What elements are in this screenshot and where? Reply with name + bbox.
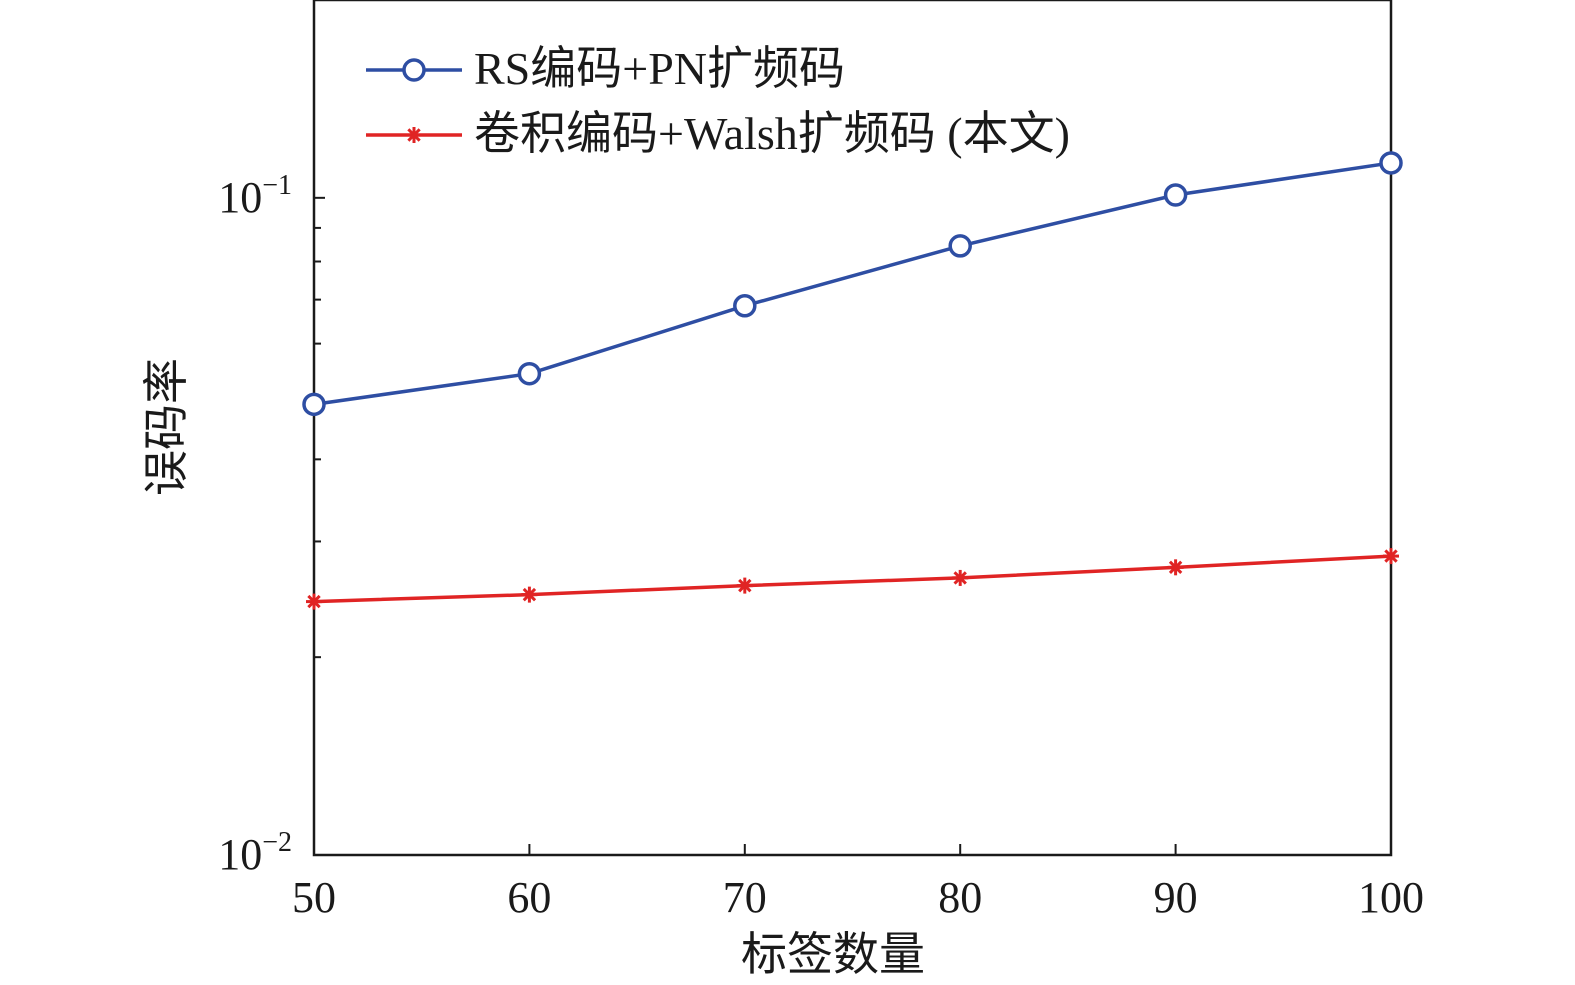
x-tick-label: 80 [938,873,982,922]
legend-label-rs-pn: RS编码+PN扩频码 [474,43,845,94]
y-tick-label: 10−2 [218,827,292,879]
data-point [517,361,542,386]
y-tick-label: 10−1 [218,170,292,222]
data-point [302,392,326,417]
labels-layer: 50 60 70 80 90 100 10−1 10−2 [218,170,1424,922]
x-tick-label: 100 [1358,873,1424,922]
data-point [521,586,538,603]
data-point [736,577,753,594]
series-line-1 [313,554,1392,604]
data-point [948,234,972,258]
data-point [1383,548,1399,565]
data-point [306,593,322,610]
legend-star-shape [406,127,422,143]
y-axis-label: 误码率 [141,358,192,496]
series-layer [302,151,1403,610]
x-tick-label: 70 [723,873,767,922]
x-tick-label: 90 [1154,873,1198,922]
legend-marker-rs-pn [402,58,426,82]
x-tick-label: 60 [507,873,551,922]
data-point [1163,183,1188,207]
legend-marker-conv-walsh [406,127,422,143]
legend-label-conv-walsh: 卷积编码+Walsh扩频码 (本文) [474,108,1070,159]
data-point [1379,151,1403,175]
data-point [952,569,969,586]
plot-area [312,0,1393,857]
x-tick-label: 50 [292,873,336,922]
x-axis-label: 标签数量 [741,929,925,980]
series-line-0 [313,161,1392,407]
data-point [1167,559,1184,576]
data-point [733,294,757,318]
legend: RS编码+PN扩频码 卷积编码+Walsh扩频码 (本文) [366,43,1070,159]
